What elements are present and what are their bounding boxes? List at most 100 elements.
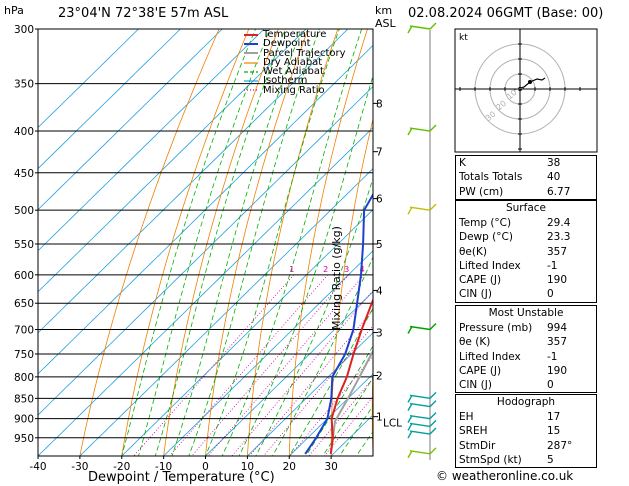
pressure-tick-label: 650 bbox=[14, 298, 34, 310]
isotherm-line bbox=[38, 29, 265, 252]
parameter-name: StmSpd (kt) bbox=[459, 453, 522, 466]
plot-area: 12346810152025 bbox=[38, 29, 444, 456]
mixing-ratio-axis-label: Mixing Ratio (g/kg) bbox=[330, 226, 343, 330]
legend-swatch bbox=[244, 61, 258, 64]
km-tick-label: 6 bbox=[376, 194, 383, 206]
legend-swatch bbox=[244, 52, 258, 55]
isotherm-line bbox=[246, 332, 373, 456]
parameter-name: Pressure (mb) bbox=[459, 322, 533, 334]
km-tick-label: 4 bbox=[376, 285, 383, 297]
parameter-row: Dewp (°C) 23.3 bbox=[456, 230, 596, 244]
surface-box: Surface Temp (°C) 29.4 Dewp (°C) 23.3 θe(K) 35… bbox=[455, 200, 597, 303]
parameter-row: Totals Totals 40 bbox=[456, 170, 596, 184]
parameter-row: K 38 bbox=[456, 156, 596, 170]
parameter-row: SREH 15 bbox=[456, 424, 596, 438]
parameter-name: Lifted Index bbox=[459, 350, 521, 363]
legend-label: Mixing Ratio bbox=[263, 84, 325, 96]
temperature-tick-label: -40 bbox=[29, 461, 46, 473]
dry-adiabat-line bbox=[79, 29, 220, 456]
parameter-name: Totals Totals bbox=[459, 171, 523, 184]
parameter-name: CIN (J) bbox=[459, 288, 492, 301]
temperature-profile bbox=[329, 297, 373, 455]
parameter-value: 23.3 bbox=[547, 231, 571, 244]
km-tick-label: 5 bbox=[376, 239, 383, 251]
wind-barb-icon bbox=[407, 427, 437, 439]
legend-swatch bbox=[244, 71, 258, 73]
parameter-name: SREH bbox=[459, 425, 488, 438]
parameter-value: 17 bbox=[547, 411, 561, 423]
pressure-tick-label: 800 bbox=[14, 372, 34, 384]
legend-entry: Wet Adiabat bbox=[244, 66, 346, 78]
parameter-row: Pressure (mb) 994 bbox=[456, 321, 596, 335]
parameter-row: CIN (J) 0 bbox=[456, 378, 596, 392]
parameter-value: 38 bbox=[547, 157, 561, 169]
mixing-ratio-line bbox=[289, 355, 373, 456]
parameter-value: 15 bbox=[547, 425, 561, 438]
parameter-value: -1 bbox=[547, 350, 558, 363]
hodograph-frame bbox=[454, 28, 598, 153]
isotherm-line bbox=[38, 29, 349, 334]
km-tick-label: 7 bbox=[376, 147, 383, 159]
isotherm-line bbox=[38, 29, 223, 211]
mixing-ratio-label: 3 bbox=[344, 265, 349, 274]
legend-swatch bbox=[244, 42, 258, 45]
pressure-tick-label: 500 bbox=[14, 205, 34, 217]
pressure-tick-label: 750 bbox=[14, 349, 34, 361]
location-title: 23°04'N 72°38'E 57m ASL bbox=[58, 6, 229, 21]
pressure-tick-label: 900 bbox=[14, 414, 34, 426]
parameter-value: 29.4 bbox=[547, 217, 571, 229]
isotherm-line bbox=[38, 29, 181, 170]
wet-adiabat-line bbox=[322, 377, 373, 456]
wind-barb-icon bbox=[407, 203, 437, 215]
pressure-tick-label: 950 bbox=[14, 433, 34, 445]
parameter-name: θe(K) bbox=[459, 245, 487, 258]
parcel-trajectory bbox=[329, 349, 373, 455]
legend-swatch bbox=[244, 80, 258, 82]
legend-swatch bbox=[244, 89, 258, 92]
parameter-name: CIN (J) bbox=[459, 379, 492, 392]
wet-adiabat-line bbox=[339, 405, 373, 456]
temperature-tick-label: -30 bbox=[71, 461, 88, 473]
pressure-tick-label: 550 bbox=[14, 239, 34, 251]
legend-entry: Mixing Ratio bbox=[244, 84, 346, 96]
pressure-tick-label: 850 bbox=[14, 393, 34, 405]
pressure-tick-label: 700 bbox=[14, 325, 34, 337]
indices-box: K 38 Totals Totals 40 PW (cm) 6.77 bbox=[455, 155, 597, 200]
mixing-ratio-label: 15 bbox=[434, 265, 444, 274]
parameter-row: CAPE (J) 190 bbox=[456, 273, 596, 287]
isotherm-line bbox=[38, 44, 373, 375]
valid-time: 02.08.2024 06GMT (Base: 00) bbox=[408, 6, 604, 21]
parameter-name: Dewp (°C) bbox=[459, 231, 513, 244]
parameter-row: θe(K) 357 bbox=[456, 245, 596, 259]
legend-entry: Dry Adiabat bbox=[244, 56, 346, 68]
legend-label: Dry Adiabat bbox=[263, 56, 323, 68]
parameter-value: -1 bbox=[547, 259, 558, 272]
hodograph-point bbox=[528, 80, 532, 84]
km-tick-label: 2 bbox=[376, 371, 383, 383]
wind-barb-icon bbox=[407, 419, 437, 431]
isotherm-line bbox=[38, 29, 140, 129]
legend-label: Isotherm bbox=[263, 75, 308, 87]
km-tick-label: 3 bbox=[376, 328, 383, 340]
hodograph-unit: kt bbox=[459, 33, 468, 43]
hodograph-box-title: Hodograph bbox=[496, 396, 556, 408]
isotherm-line bbox=[288, 373, 373, 456]
pressure-tick-label: 400 bbox=[14, 126, 34, 138]
mixing-ratio-line bbox=[133, 274, 295, 456]
dry-adiabat-line bbox=[371, 358, 373, 456]
temperature-tick-label: 10 bbox=[241, 461, 254, 473]
legend-swatch bbox=[244, 33, 258, 36]
most-unstable-box-title: Most Unstable bbox=[488, 307, 564, 319]
parameter-name: PW (cm) bbox=[459, 185, 504, 198]
parameter-name: CAPE (J) bbox=[459, 274, 502, 287]
legend-label: Wet Adiabat bbox=[263, 66, 324, 78]
parameter-row: StmSpd (kt) 5 bbox=[456, 453, 596, 467]
parameter-name: EH bbox=[459, 411, 474, 423]
wind-barb-icon bbox=[407, 323, 437, 334]
hodograph-trace bbox=[517, 77, 546, 90]
mixing-ratio-line bbox=[262, 325, 373, 456]
mixing-ratio-line bbox=[169, 274, 329, 456]
parameter-row: PW (cm) 6.77 bbox=[456, 185, 596, 199]
